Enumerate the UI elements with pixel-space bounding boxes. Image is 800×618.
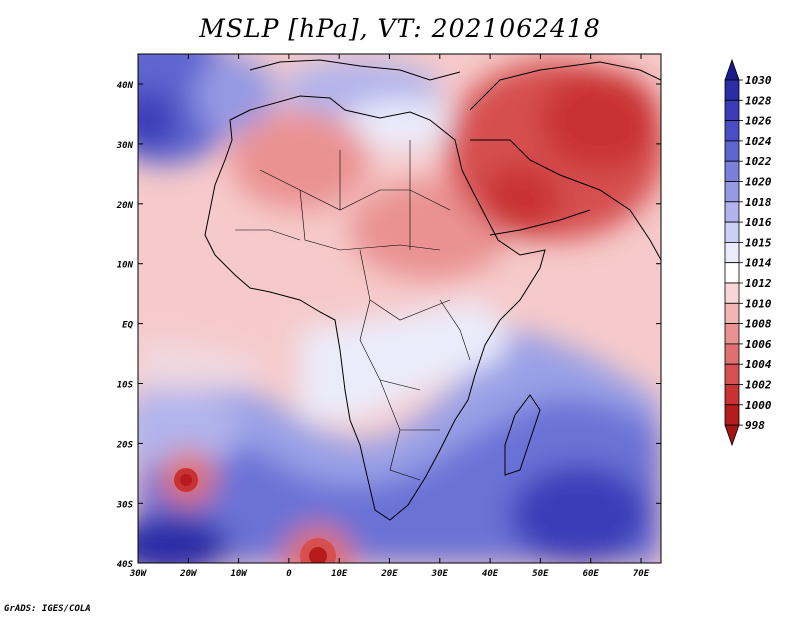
map-title: MSLP [hPa], VT: 2021062418 (199, 14, 601, 43)
colorbar-swatch (724, 262, 740, 284)
colorbar-swatch (724, 99, 740, 122)
colorbar-label: 998 (745, 419, 765, 432)
colorbar-label: 1004 (745, 358, 772, 371)
lat-label: EQ (122, 321, 133, 331)
latitude-labels: 40N 30N 20N 10N EQ 10S 20S 30S 40S (116, 81, 134, 570)
lon-label: 10E (331, 569, 348, 579)
colorbar-label: 1008 (745, 318, 772, 331)
colorbar-bottom-arrow (724, 424, 740, 447)
lon-label: 30E (431, 569, 449, 579)
colorbar-swatch (724, 201, 740, 223)
coastlines (204, 59, 661, 521)
lat-label: 30N (116, 141, 134, 151)
colorbar-swatch (724, 282, 740, 304)
lat-label: 40S (117, 560, 134, 570)
colorbar-label: 1020 (745, 176, 772, 189)
colorbar-label: 1030 (745, 74, 772, 87)
lon-label: 0 (286, 569, 292, 579)
lat-label: 20N (116, 201, 134, 211)
pressure-field (138, 54, 661, 563)
lat-label: 40N (117, 81, 134, 91)
lon-label: 70E (633, 569, 650, 579)
colorbar-label: 1028 (745, 94, 772, 107)
lon-label: 60E (583, 569, 600, 579)
colorbar-label: 1014 (745, 257, 772, 270)
colorbar-swatch (724, 79, 740, 101)
lat-label: 20S (116, 440, 134, 450)
longitude-labels: 30W 20W 10W 0 10E 20E 30E 40E 50E 60E 70E (129, 569, 650, 579)
colorbar-label: 1010 (745, 297, 772, 310)
lon-label: 20W (179, 569, 198, 579)
lon-label: 10W (230, 569, 248, 579)
colorbar-swatch (724, 221, 740, 243)
colorbar: 1030 1028 1026 1024 1022 1020 1018 1016 1015 1014… (724, 58, 772, 447)
lat-label: 30S (116, 500, 134, 510)
colorbar-swatch (724, 181, 740, 203)
lat-label: 10S (117, 381, 134, 391)
colorbar-label: 1015 (745, 236, 772, 249)
colorbar-swatch (724, 404, 740, 426)
colorbar-swatch (724, 343, 740, 365)
lon-label: 50E (532, 569, 549, 579)
credit-label: GrADS: IGES/COLA (4, 604, 91, 614)
colorbar-top-arrow (724, 58, 740, 81)
country-borders (235, 140, 471, 481)
colorbar-label: 1024 (745, 135, 772, 148)
lon-label: 20E (380, 569, 398, 579)
lat-label: 10N (117, 261, 134, 271)
colorbar-label: 1012 (745, 277, 772, 290)
colorbar-label: 1006 (745, 338, 772, 351)
colorbar-label: 1002 (745, 379, 772, 392)
lon-label: 30W (129, 569, 148, 579)
colorbar-label: 1026 (745, 115, 772, 128)
lon-label: 40E (482, 569, 499, 579)
colorbar-swatch (724, 241, 740, 264)
colorbar-swatch (724, 323, 740, 345)
colorbar-label: 1016 (745, 216, 772, 229)
colorbar-label: 1000 (745, 399, 772, 412)
axis-ticks (137, 54, 661, 564)
colorbar-swatch (724, 120, 740, 142)
colorbar-swatch (724, 140, 740, 162)
map-frame (137, 53, 662, 564)
colorbar-label: 1022 (745, 155, 772, 168)
colorbar-swatch (724, 384, 740, 406)
colorbar-swatch (724, 363, 740, 385)
colorbar-swatch (724, 302, 740, 324)
colorbar-swatch (724, 160, 740, 182)
colorbar-label: 1018 (745, 196, 772, 209)
